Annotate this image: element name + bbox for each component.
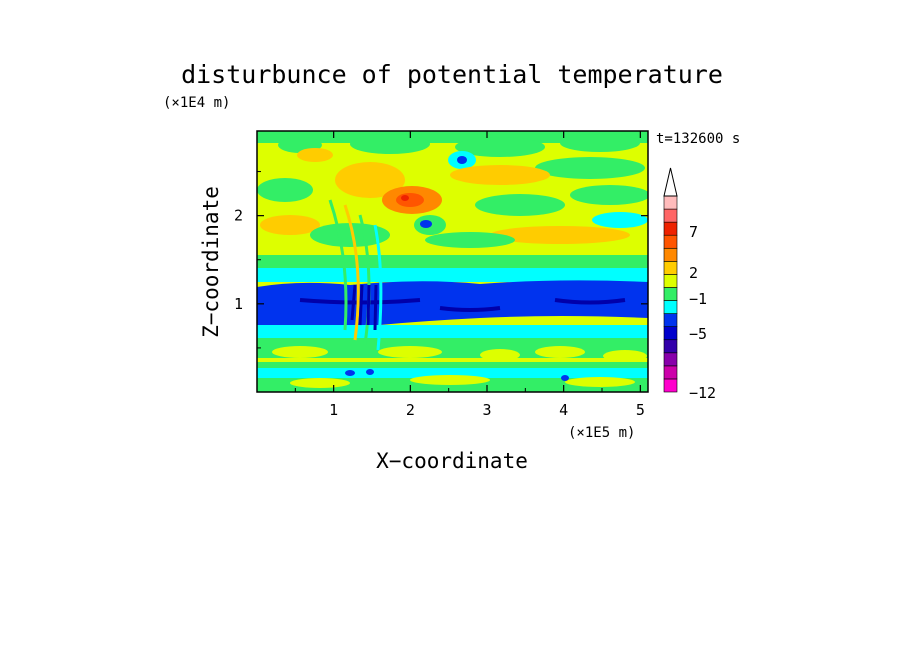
colorbar-swatch	[663, 352, 678, 367]
colorbar-swatch	[663, 378, 678, 393]
colorbar-swatch	[663, 274, 678, 288]
plot-frame	[256, 130, 649, 393]
y-tick-label: 1	[234, 295, 243, 313]
x-unit-label: (×1E5 m)	[568, 425, 635, 441]
x-tick-label: 3	[482, 401, 491, 419]
colorbar-extend-arrow	[663, 167, 678, 197]
colorbar-swatch	[663, 195, 678, 210]
colorbar-swatch	[663, 261, 678, 275]
colorbar-swatch	[663, 234, 678, 249]
x-tick-label: 2	[406, 401, 415, 419]
chart-title: disturbunce of potential temperature	[181, 60, 723, 89]
colorbar-swatch	[663, 287, 678, 301]
colorbar-label: 7	[689, 223, 698, 241]
contour-field	[257, 131, 648, 392]
colorbar-swatch	[663, 221, 678, 236]
x-tick-label: 4	[559, 401, 568, 419]
time-label: t=132600 s	[656, 131, 740, 147]
x-tick-label: 1	[329, 401, 338, 419]
colorbar-swatch	[663, 313, 678, 327]
colorbar: 7 2 −1 −5 −12	[663, 167, 716, 402]
x-ticks: 1 2 3 4 5	[294, 131, 645, 419]
x-axis-label: X−coordinate	[376, 449, 528, 473]
y-axis-label: Z−coordinate	[199, 186, 223, 338]
y-ticks: 12	[234, 171, 648, 349]
x-tick-label: 5	[636, 401, 645, 419]
colorbar-swatch	[663, 326, 678, 341]
colorbar-swatch	[663, 247, 678, 262]
colorbar-swatch	[663, 300, 678, 314]
colorbar-label: −1	[689, 290, 707, 308]
y-tick-label: 2	[234, 207, 243, 225]
wave-streaks	[328, 199, 383, 351]
colorbar-swatch	[663, 208, 678, 223]
colorbar-label: −12	[689, 384, 716, 402]
y-unit-label: (×1E4 m)	[163, 95, 230, 111]
colorbar-swatch	[663, 339, 678, 354]
colorbar-label: 2	[689, 264, 698, 282]
colorbar-label: −5	[689, 325, 707, 343]
upper-field	[257, 131, 648, 248]
colorbar-swatch	[663, 365, 678, 380]
